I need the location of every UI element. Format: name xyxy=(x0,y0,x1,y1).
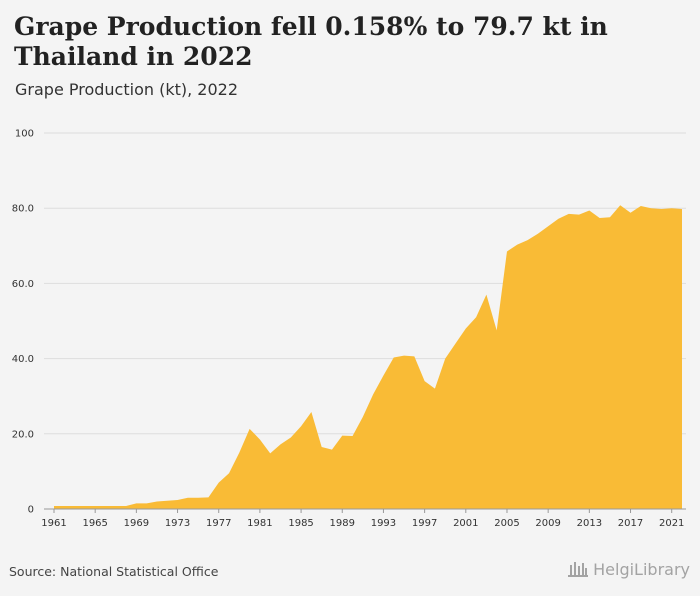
data-point xyxy=(238,451,240,453)
data-point xyxy=(434,387,436,389)
x-tick-label: 1997 xyxy=(412,518,437,529)
data-point xyxy=(681,208,683,210)
data-point xyxy=(269,452,271,454)
data-point xyxy=(506,250,508,252)
data-point xyxy=(228,472,230,474)
data-point xyxy=(454,342,456,344)
data-point xyxy=(372,393,374,395)
x-tick-label: 2013 xyxy=(577,518,602,529)
x-tick-label: 2021 xyxy=(659,518,684,529)
data-point xyxy=(619,204,621,206)
data-point xyxy=(320,446,322,448)
data-point xyxy=(526,239,528,241)
data-point xyxy=(125,505,127,507)
data-point xyxy=(176,499,178,501)
data-point xyxy=(660,208,662,210)
y-tick-label: 80.0 xyxy=(12,204,34,215)
data-point xyxy=(63,505,65,507)
data-point xyxy=(485,293,487,295)
data-point xyxy=(537,233,539,235)
data-point xyxy=(84,505,86,507)
data-point xyxy=(94,505,96,507)
header: Grape Production fell 0.158% to 79.7 kt … xyxy=(0,0,700,113)
data-point xyxy=(218,481,220,483)
x-tick-label: 1961 xyxy=(41,518,66,529)
y-tick-label: 20.0 xyxy=(12,429,34,440)
data-point xyxy=(331,448,333,450)
area-series xyxy=(54,205,682,509)
x-tick-label: 2005 xyxy=(494,518,519,529)
data-point xyxy=(423,380,425,382)
data-point xyxy=(588,209,590,211)
data-point xyxy=(475,316,477,318)
x-tick-label: 1989 xyxy=(330,518,355,529)
data-point xyxy=(351,435,353,437)
x-tick-label: 1973 xyxy=(165,518,190,529)
data-point xyxy=(187,497,189,499)
data-point xyxy=(115,505,117,507)
data-point xyxy=(145,502,147,504)
data-point xyxy=(290,436,292,438)
y-tick-label: 100 xyxy=(15,129,34,140)
x-tick-label: 2001 xyxy=(453,518,478,529)
y-tick-label: 0 xyxy=(28,505,34,516)
data-point xyxy=(444,357,446,359)
data-point xyxy=(650,207,652,209)
data-point xyxy=(640,205,642,207)
data-point xyxy=(629,212,631,214)
x-tick-label: 1977 xyxy=(206,518,231,529)
data-point xyxy=(73,505,75,507)
data-point xyxy=(557,218,559,220)
area-chart: 0 20.0 40.0 60.0 80.0 100 1961 1965 1969 1973 1977… xyxy=(12,129,686,529)
data-point xyxy=(598,217,600,219)
data-point xyxy=(465,327,467,329)
data-point xyxy=(516,243,518,245)
page-title: Grape Production fell 0.158% to 79.7 kt … xyxy=(14,12,608,71)
data-point xyxy=(403,354,405,356)
brand-name: HelgiLibrary xyxy=(593,559,690,579)
x-tick-label: 1965 xyxy=(82,518,107,529)
data-point xyxy=(609,216,611,218)
data-point xyxy=(300,425,302,427)
data-point xyxy=(393,356,395,358)
x-tick-label: 1969 xyxy=(124,518,149,529)
data-point xyxy=(104,505,106,507)
x-tick-label: 2017 xyxy=(618,518,643,529)
x-tick-label: 1993 xyxy=(371,518,396,529)
data-point xyxy=(310,411,312,413)
data-point xyxy=(671,207,673,209)
data-point xyxy=(362,416,364,418)
library-icon xyxy=(568,562,589,577)
y-tick-label: 60.0 xyxy=(12,279,34,290)
data-point xyxy=(568,213,570,215)
data-point xyxy=(259,438,261,440)
x-tick-label: 2009 xyxy=(535,518,560,529)
chart-area: 0 20.0 40.0 60.0 80.0 100 1961 1965 1969 1973 1977… xyxy=(0,113,700,537)
data-point xyxy=(413,355,415,357)
data-point xyxy=(207,496,209,498)
data-point xyxy=(547,225,549,227)
data-point xyxy=(495,329,497,331)
data-point xyxy=(578,213,580,215)
data-point xyxy=(279,443,281,445)
x-tick-label: 1981 xyxy=(247,518,272,529)
data-point xyxy=(135,502,137,504)
data-point xyxy=(341,434,343,436)
y-tick-label: 40.0 xyxy=(12,354,34,365)
data-point xyxy=(166,500,168,502)
data-point xyxy=(53,505,55,507)
data-point xyxy=(382,374,384,376)
chart-subtitle: Grape Production (kt), 2022 xyxy=(15,80,238,99)
data-point xyxy=(156,500,158,502)
footer: Source: National Statistical Office Helg… xyxy=(0,537,700,596)
data-point xyxy=(197,497,199,499)
source-note: Source: National Statistical Office xyxy=(9,564,219,579)
brand-logo: HelgiLibrary xyxy=(567,559,690,579)
x-tick-label: 1985 xyxy=(288,518,313,529)
data-point xyxy=(248,428,250,430)
